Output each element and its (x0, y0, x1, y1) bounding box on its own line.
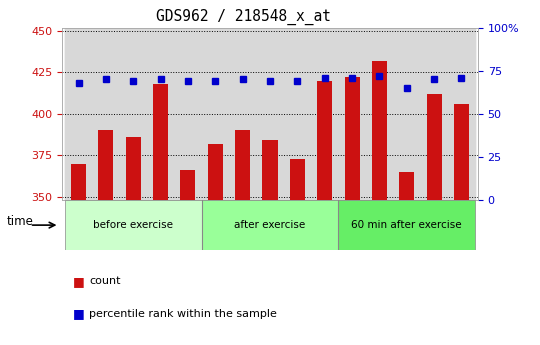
Bar (284, 28, 311, 200)
FancyBboxPatch shape (339, 200, 475, 250)
Bar (339, 28, 366, 200)
Text: after exercise: after exercise (234, 220, 306, 230)
Bar (119, 28, 147, 200)
Bar (174, 28, 201, 200)
Bar (427, 94, 442, 200)
Bar (311, 28, 339, 200)
Bar (448, 28, 475, 200)
Bar (345, 77, 360, 200)
Bar (284, 28, 311, 200)
Text: before exercise: before exercise (93, 220, 173, 230)
Bar (98, 130, 113, 200)
Bar (454, 104, 469, 200)
Text: percentile rank within the sample: percentile rank within the sample (89, 309, 277, 319)
Bar (366, 28, 393, 200)
Bar (256, 28, 284, 200)
Bar (126, 137, 141, 200)
FancyBboxPatch shape (65, 200, 201, 250)
FancyBboxPatch shape (201, 200, 339, 250)
Bar (147, 28, 174, 200)
Bar (421, 28, 448, 200)
Bar (229, 28, 256, 200)
Bar (201, 28, 229, 200)
Bar (339, 28, 366, 200)
Bar (256, 28, 284, 200)
Text: time: time (6, 215, 33, 228)
Bar (119, 28, 147, 200)
Text: ■: ■ (73, 307, 85, 321)
Bar (262, 140, 278, 200)
Bar (208, 144, 223, 200)
Bar (92, 28, 119, 200)
Bar (71, 164, 86, 200)
Text: ■: ■ (73, 275, 85, 288)
Bar (393, 28, 421, 200)
Text: GDS962 / 218548_x_at: GDS962 / 218548_x_at (156, 9, 330, 25)
Bar (366, 28, 393, 200)
Text: 60 min after exercise: 60 min after exercise (352, 220, 462, 230)
Bar (92, 28, 119, 200)
Bar (180, 170, 195, 200)
Bar (147, 28, 174, 200)
Bar (290, 159, 305, 200)
Bar (174, 28, 201, 200)
Text: count: count (89, 276, 120, 286)
Bar (448, 28, 475, 200)
Bar (317, 81, 332, 200)
Bar (393, 28, 421, 200)
Bar (399, 172, 414, 200)
Bar (421, 28, 448, 200)
Bar (65, 28, 92, 200)
Bar (65, 28, 92, 200)
Bar (229, 28, 256, 200)
Bar (235, 130, 250, 200)
Bar (153, 84, 168, 200)
Bar (311, 28, 339, 200)
Bar (372, 61, 387, 200)
Bar (201, 28, 229, 200)
